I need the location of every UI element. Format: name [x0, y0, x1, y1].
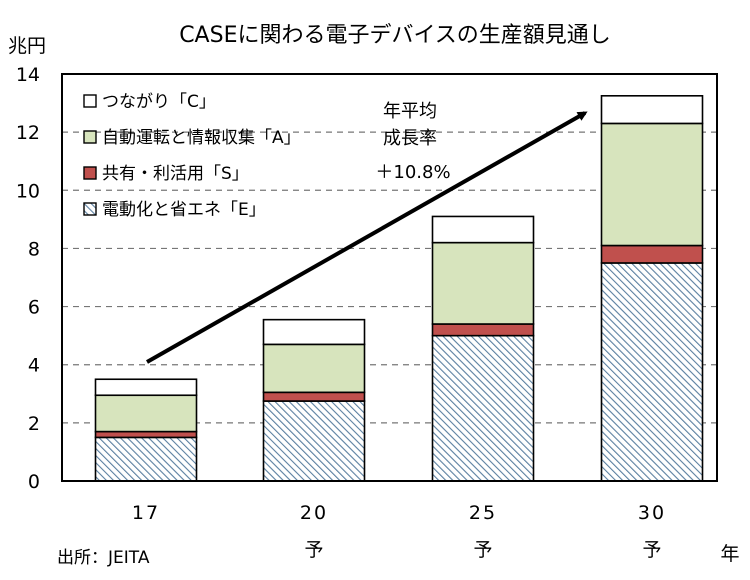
y-tick-label: 6	[28, 297, 40, 319]
y-tick-label: 8	[28, 238, 40, 260]
x-tick-note: 予	[304, 539, 323, 561]
y-tick-label: 2	[28, 413, 40, 435]
annotation-line: 成長率	[383, 128, 437, 149]
y-tick-label: 14	[16, 64, 40, 86]
bar-segment-E	[94, 436, 198, 482]
legend-label-A: 自動運転と情報収集「A」	[102, 128, 301, 148]
bar-segment-E	[600, 262, 704, 482]
bar-segment-C	[94, 378, 198, 397]
x-tick-label: 30	[638, 502, 666, 524]
legend-swatch-S	[83, 166, 97, 180]
legend-label-E: 電動化と省エネ「E」	[102, 200, 266, 220]
bar-segment-E	[431, 334, 535, 482]
bar-segment-S	[600, 244, 704, 264]
y-axis-ticks: 0 2 4 6 8 10 12 14	[16, 64, 40, 493]
y-tick-label: 12	[16, 122, 40, 144]
bar-segment-A	[262, 343, 366, 394]
bar-segment-S	[262, 391, 366, 402]
x-tick-label: 25	[469, 502, 497, 524]
bar-segment-S	[431, 323, 535, 337]
bar-segment-C	[431, 215, 535, 244]
bar-segment-A	[600, 122, 704, 247]
chart-title: CASEに関わる電子デバイスの生産額見通し	[179, 23, 611, 48]
bar-segment-E	[262, 400, 366, 482]
legend-label-C: つながり「C」	[102, 92, 216, 112]
x-tick-label: 17	[132, 502, 160, 524]
y-tick-label: 0	[28, 471, 40, 493]
legend-label-S: 共有・利活用「S」	[102, 164, 249, 184]
legend-swatch-E	[83, 202, 97, 216]
x-tick-note: 予	[642, 539, 661, 561]
y-tick-label: 10	[16, 180, 40, 202]
x-axis-label: 年	[720, 543, 739, 565]
bar-segment-S	[94, 430, 198, 439]
x-tick-label: 20	[300, 502, 328, 524]
bar-segment-A	[431, 241, 535, 325]
y-axis-label: 兆円	[8, 35, 46, 57]
bars	[94, 95, 704, 482]
bar-segment-A	[94, 394, 198, 433]
annotation-line: ＋10.8%	[375, 162, 450, 183]
bar-segment-C	[262, 318, 366, 346]
x-axis-ticks: 17 20 予 25 予 30 予	[132, 502, 666, 561]
annotation-line: 年平均	[383, 101, 437, 122]
legend: つながり「C」自動運転と情報収集「A」共有・利活用「S」電動化と省エネ「E」	[83, 92, 301, 220]
legend-swatch-C	[83, 94, 97, 108]
growth-arrow	[146, 111, 588, 364]
bar-segment-C	[600, 95, 704, 125]
x-tick-note: 予	[473, 539, 492, 561]
legend-swatch-A	[83, 130, 97, 144]
plot-frame	[61, 73, 718, 482]
y-tick-label: 4	[28, 355, 40, 377]
source-note: 出所：JEITA	[57, 548, 150, 568]
